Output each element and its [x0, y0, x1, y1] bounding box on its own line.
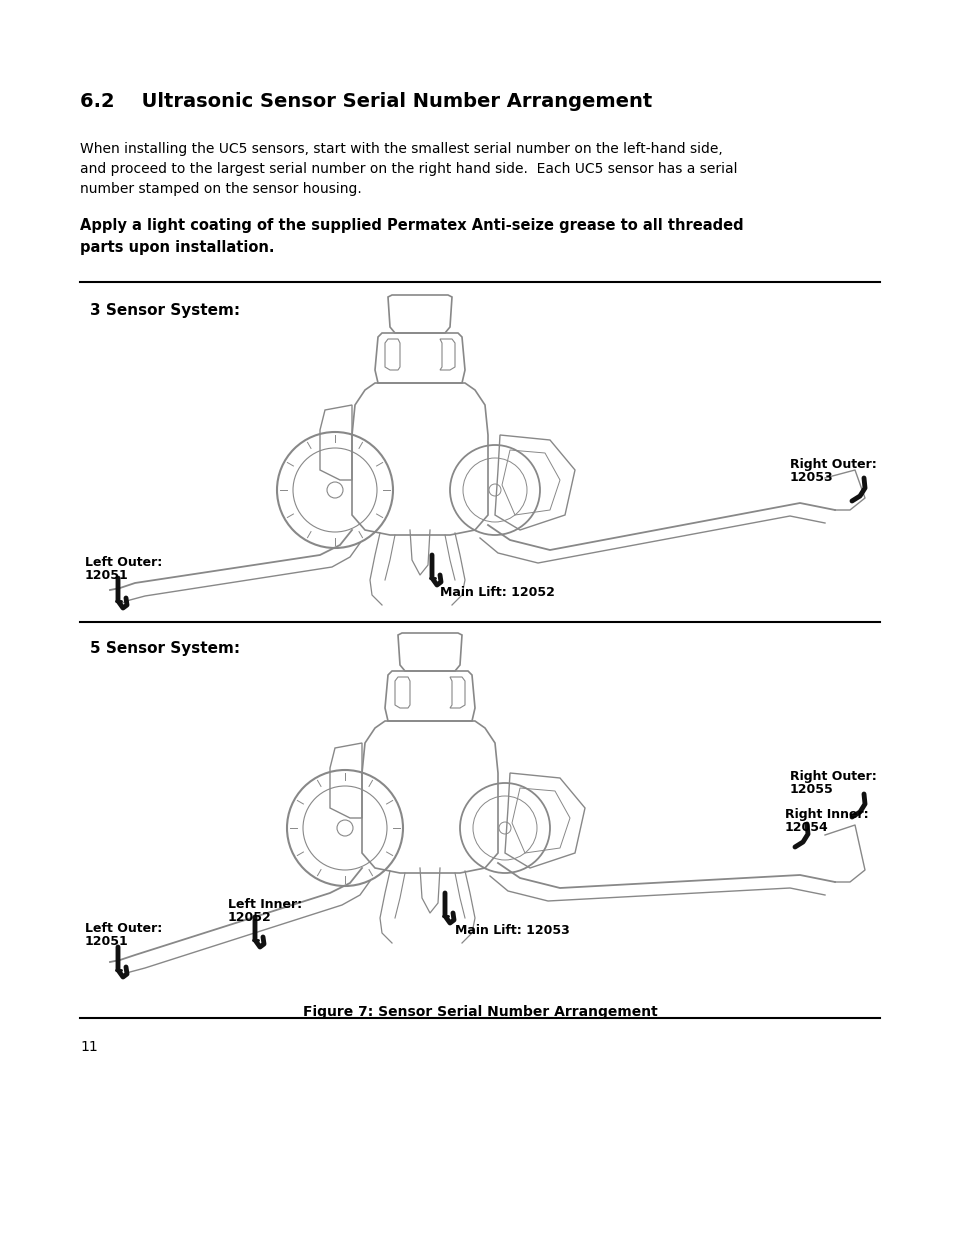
Text: Left Inner:: Left Inner: — [228, 898, 302, 911]
Text: Left Outer:: Left Outer: — [85, 923, 162, 935]
Text: Right Outer:: Right Outer: — [789, 458, 876, 471]
Text: 12052: 12052 — [228, 911, 272, 924]
Text: 12051: 12051 — [85, 569, 129, 582]
Text: Right Inner:: Right Inner: — [784, 808, 868, 821]
Text: 12053: 12053 — [789, 471, 833, 484]
Text: 6.2    Ultrasonic Sensor Serial Number Arrangement: 6.2 Ultrasonic Sensor Serial Number Arra… — [80, 91, 652, 111]
Text: 3 Sensor System:: 3 Sensor System: — [90, 303, 240, 317]
Text: Main Lift: 12052: Main Lift: 12052 — [439, 585, 555, 599]
Text: Left Outer:: Left Outer: — [85, 556, 162, 569]
Text: When installing the UC5 sensors, start with the smallest serial number on the le: When installing the UC5 sensors, start w… — [80, 142, 737, 196]
Text: Figure 7: Sensor Serial Number Arrangement: Figure 7: Sensor Serial Number Arrangeme… — [302, 1005, 657, 1019]
Text: 5 Sensor System:: 5 Sensor System: — [90, 641, 240, 656]
Text: Right Outer:: Right Outer: — [789, 769, 876, 783]
Text: 11: 11 — [80, 1040, 97, 1053]
Text: 12051: 12051 — [85, 935, 129, 948]
Text: Main Lift: 12053: Main Lift: 12053 — [455, 924, 569, 937]
Text: 12054: 12054 — [784, 821, 828, 834]
Text: Apply a light coating of the supplied Permatex Anti-seize grease to all threaded: Apply a light coating of the supplied Pe… — [80, 219, 742, 254]
Text: 12055: 12055 — [789, 783, 833, 797]
